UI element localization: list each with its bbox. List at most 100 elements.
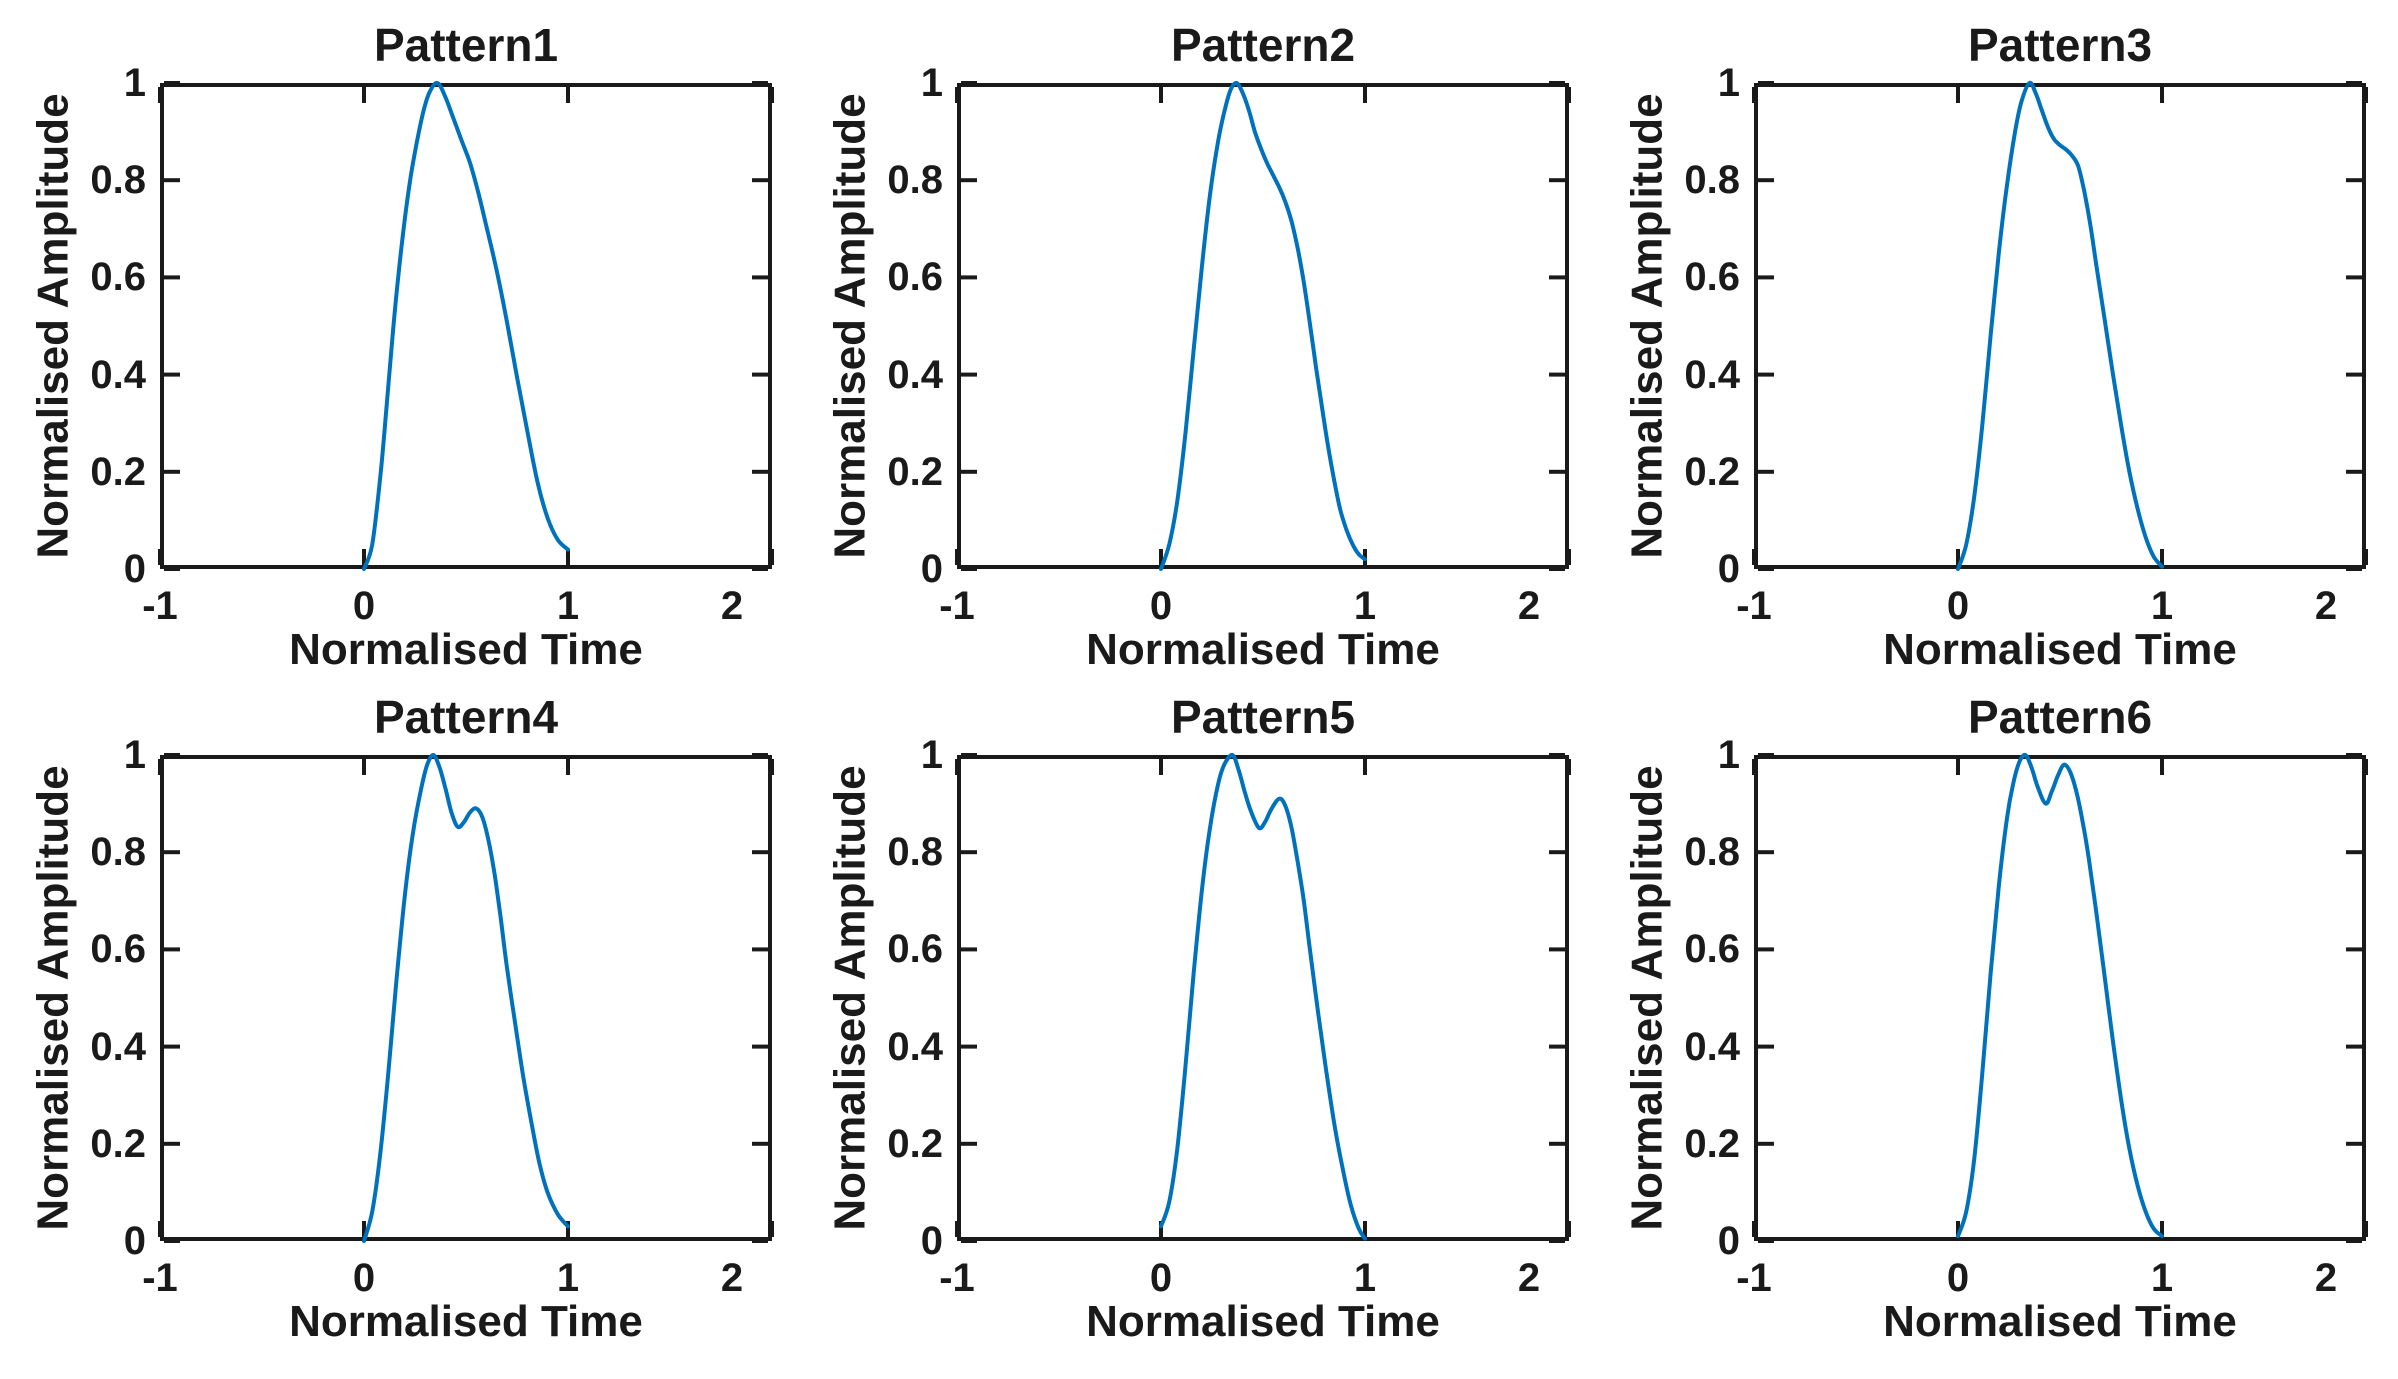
y-tick-label: 1 xyxy=(123,733,146,777)
y-tick-label: 0 xyxy=(1717,1219,1740,1263)
y-tick-label: 0.6 xyxy=(1684,927,1740,971)
x-axis-label: Normalised Time xyxy=(1883,1297,2237,1346)
x-tick-label: -1 xyxy=(1736,584,1772,628)
axes-box xyxy=(1754,755,2366,1241)
y-tick-label: 0.6 xyxy=(1684,255,1740,299)
x-tick-label: 1 xyxy=(556,584,580,628)
y-tick-label: 0.6 xyxy=(90,927,146,971)
y-tick-label: 0 xyxy=(920,1219,943,1263)
x-tick-label: 0 xyxy=(1149,1256,1173,1300)
plot-area xyxy=(158,80,774,571)
plot-area xyxy=(955,80,1571,571)
y-axis-label: Normalised Amplitude xyxy=(22,83,86,569)
plot-area xyxy=(1752,752,2368,1243)
subplot: Pattern1 Normalised Amplitude -1 0 1 2 1… xyxy=(0,13,802,709)
subplot: Pattern3 Normalised Amplitude -1 0 1 2 1… xyxy=(1594,13,2396,709)
x-tick-label: 0 xyxy=(352,1256,376,1300)
y-tick-label: 0.6 xyxy=(90,255,146,299)
y-tick-label: 0.2 xyxy=(887,1122,943,1166)
y-tick-label: 0.4 xyxy=(1684,353,1740,397)
y-tick-label: 0.6 xyxy=(887,255,943,299)
x-tick-label: 2 xyxy=(1517,584,1541,628)
x-tick-label: -1 xyxy=(939,1256,975,1300)
y-tick-label: 1 xyxy=(1717,733,1740,777)
x-axis-label: Normalised Time xyxy=(289,1297,643,1346)
y-tick-label: 0.8 xyxy=(1684,830,1740,874)
x-tick-label: -1 xyxy=(939,584,975,628)
y-tick-label: 0.6 xyxy=(887,927,943,971)
y-tick-label: 0.4 xyxy=(887,353,943,397)
plot-area xyxy=(955,752,1571,1243)
x-tick-label: 0 xyxy=(1946,1256,1970,1300)
y-tick-label: 0 xyxy=(920,547,943,591)
x-tick-label: 2 xyxy=(1517,1256,1541,1300)
y-tick-label: 0.8 xyxy=(90,830,146,874)
subplot: Pattern2 Normalised Amplitude -1 0 1 2 1… xyxy=(797,13,1599,709)
x-tick-label: 2 xyxy=(720,584,744,628)
x-tick-label: 1 xyxy=(2150,584,2174,628)
x-tick-label: -1 xyxy=(142,1256,178,1300)
subplot: Pattern4 Normalised Amplitude -1 0 1 2 1… xyxy=(0,685,802,1379)
y-tick-label: 0.2 xyxy=(1684,450,1740,494)
y-tick-label: 0.2 xyxy=(1684,1122,1740,1166)
y-tick-label: 0.8 xyxy=(1684,158,1740,202)
y-tick-label: 0.2 xyxy=(90,450,146,494)
x-tick-label: 1 xyxy=(1353,1256,1377,1300)
axes-box xyxy=(957,755,1569,1241)
y-tick-label: 0 xyxy=(123,1219,146,1263)
x-tick-label: 1 xyxy=(556,1256,580,1300)
subplot: Pattern5 Normalised Amplitude -1 0 1 2 1… xyxy=(797,685,1599,1379)
y-axis-label: Normalised Amplitude xyxy=(1616,755,1680,1241)
subplot-title: Pattern6 xyxy=(1967,691,2153,743)
y-tick-label: 0.4 xyxy=(1684,1025,1740,1069)
y-tick-label: 1 xyxy=(123,61,146,105)
x-tick-label: -1 xyxy=(142,584,178,628)
signal-curve xyxy=(1159,752,1367,1241)
x-axis-label: Normalised Time xyxy=(1883,625,2237,674)
signal-curve xyxy=(362,753,570,1243)
x-tick-label: 1 xyxy=(1353,584,1377,628)
axes-box xyxy=(1754,83,2366,569)
plot-area xyxy=(1752,80,2368,571)
x-tick-label: 1 xyxy=(2150,1256,2174,1300)
y-tick-label: 0.8 xyxy=(887,158,943,202)
x-tick-label: 0 xyxy=(352,584,376,628)
subplot-title: Pattern2 xyxy=(1170,19,1356,71)
signal-curve xyxy=(1159,80,1367,571)
x-axis-label: Normalised Time xyxy=(1086,625,1440,674)
signal-curve xyxy=(1956,80,2164,571)
axes-box xyxy=(957,83,1569,569)
y-tick-label: 0.2 xyxy=(887,450,943,494)
plot-area xyxy=(158,753,774,1243)
y-axis-label: Normalised Amplitude xyxy=(22,755,86,1241)
y-tick-label: 0.2 xyxy=(90,1122,146,1166)
subplot: Pattern6 Normalised Amplitude -1 0 1 2 1… xyxy=(1594,685,2396,1379)
subplot-title: Pattern4 xyxy=(373,691,559,743)
y-tick-label: 1 xyxy=(920,733,943,777)
axes-box xyxy=(160,83,772,569)
signal-curve xyxy=(362,80,570,571)
y-axis-label: Normalised Amplitude xyxy=(819,83,883,569)
y-axis-label: Normalised Amplitude xyxy=(819,755,883,1241)
y-tick-label: 0.8 xyxy=(887,830,943,874)
y-tick-label: 0.4 xyxy=(90,1025,146,1069)
x-tick-label: 2 xyxy=(2314,1256,2338,1300)
y-tick-label: 0.4 xyxy=(887,1025,943,1069)
y-axis-label: Normalised Amplitude xyxy=(1616,83,1680,569)
x-axis-label: Normalised Time xyxy=(289,625,643,674)
y-tick-label: 0 xyxy=(123,547,146,591)
x-axis-label: Normalised Time xyxy=(1086,1297,1440,1346)
x-tick-label: 2 xyxy=(2314,584,2338,628)
x-tick-label: 0 xyxy=(1946,584,1970,628)
y-tick-label: 1 xyxy=(920,61,943,105)
subplot-title: Pattern3 xyxy=(1967,19,2153,71)
x-tick-label: 2 xyxy=(720,1256,744,1300)
subplot-title: Pattern5 xyxy=(1170,691,1356,743)
axes-box xyxy=(160,755,772,1241)
subplot-title: Pattern1 xyxy=(373,19,559,71)
y-tick-label: 1 xyxy=(1717,61,1740,105)
x-tick-label: -1 xyxy=(1736,1256,1772,1300)
y-tick-label: 0.4 xyxy=(90,353,146,397)
y-tick-label: 0.8 xyxy=(90,158,146,202)
